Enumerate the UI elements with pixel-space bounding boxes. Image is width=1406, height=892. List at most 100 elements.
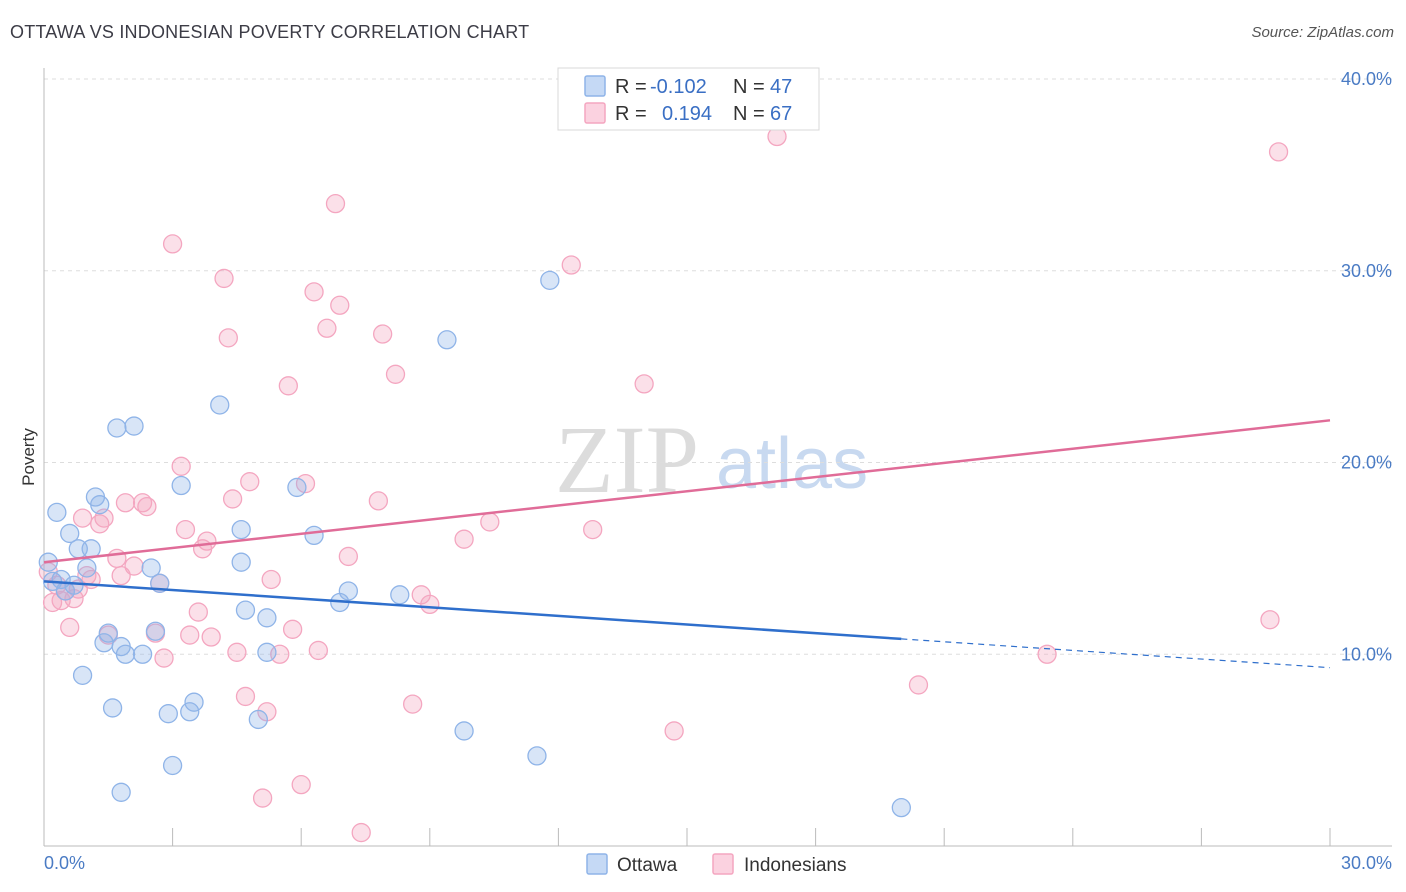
ottawa-point-35 [257,608,277,628]
indonesians-point-36 [240,472,260,492]
y-axis-label: Poverty [19,428,38,486]
ottawa-point-16 [107,418,127,438]
indonesians-point-25 [175,519,196,540]
ottawa-point-14 [98,623,118,643]
indonesians-point-31 [214,268,234,289]
ottawa-point-32 [231,519,251,540]
indonesians-point-57 [420,594,440,615]
legend-n-label-ottawa: N = [733,76,765,98]
ottawa-point-43 [454,721,474,741]
indonesians-point-46 [308,640,328,661]
ottawa-point-29 [184,692,204,712]
indonesians-point-34 [227,642,247,662]
legend-swatch-indonesians [584,102,606,124]
y-tick-label-20: 20.0% [1341,453,1392,473]
bottom-legend-label-ottawa: Ottawa [617,855,678,876]
indonesians-point-49 [330,295,350,315]
ottawa-point-15 [102,698,123,718]
chart-title: OTTAWA VS INDONESIAN POVERTY CORRELATION… [10,22,530,42]
indonesians-point-42 [282,619,303,639]
ottawa-point-40 [338,581,359,601]
ottawa-point-9 [77,558,97,578]
indonesians-point-59 [480,512,500,532]
indonesians-point-17 [124,556,144,576]
y-tick-label-40: 40.0% [1341,69,1392,89]
ottawa-point-5 [60,523,80,544]
indonesians-trend-line [43,419,1331,564]
bottom-legend-swatch-ottawa [586,853,608,875]
indonesians-point-14 [107,548,127,569]
ottawa-point-19 [115,644,136,664]
ottawa-point-8 [72,665,93,685]
legend-r-value-ottawa: -0.102 [650,76,707,98]
indonesians-point-33 [222,489,243,509]
ottawa-point-20 [124,416,144,436]
indonesians-point-45 [304,282,324,302]
ottawa-point-25 [158,704,178,724]
ottawa-point-6 [64,575,84,595]
indonesians-point-5 [60,617,80,638]
indonesians-point-65 [908,675,929,695]
legend: R = -0.102 N = 47 R = 0.194 N = 67 [557,67,820,131]
bottom-legend-label-indonesians: Indonesians [744,855,846,876]
x-ticks [172,828,1331,846]
indonesians-point-55 [403,694,423,714]
x-tick-label-min: 0.0% [44,853,85,873]
ottawa-point-42 [437,330,457,350]
scatter-points [38,126,1289,843]
indonesians-point-63 [664,721,684,741]
ottawa-point-46 [891,798,911,818]
indonesians-point-35 [235,686,256,707]
indonesians-point-67 [1260,610,1280,630]
legend-n-label-indonesians: N = [733,103,765,125]
ottawa-point-33 [235,600,256,620]
y-tick-labels: 10.0% 20.0% 30.0% 40.0% [1341,69,1392,664]
ottawa-trend-extension [901,638,1331,669]
y-tick-label-30: 30.0% [1341,261,1392,281]
indonesians-point-8 [72,508,93,528]
indonesians-point-26 [180,625,200,645]
ottawa-point-45 [540,270,560,290]
indonesians-point-68 [1268,142,1289,162]
indonesians-point-30 [201,627,221,647]
indonesians-point-48 [325,193,346,214]
watermark-zip: ZIP [555,406,699,513]
ottawa-point-27 [171,475,191,496]
legend-n-value-ottawa: 47 [770,76,792,98]
indonesians-point-24 [171,456,191,476]
legend-n-value-indonesians: 67 [770,103,792,125]
indonesians-point-23 [162,234,183,254]
indonesians-point-60 [561,255,581,275]
indonesians-point-66 [1037,644,1057,664]
ottawa-point-17 [111,782,131,802]
indonesians-point-41 [278,376,298,396]
legend-r-label-ottawa: R = [615,76,647,98]
ottawa-point-41 [390,585,410,605]
bottom-legend-swatch-indonesians [712,853,734,875]
indonesians-point-61 [583,519,603,540]
ottawa-point-30 [210,395,230,415]
ottawa-point-2 [47,502,67,523]
legend-r-value-indonesians: 0.194 [662,103,712,125]
indonesians-point-29 [197,531,217,551]
ottawa-point-12 [90,495,110,515]
ottawa-point-31 [231,552,251,572]
ottawa-trend-line [43,580,902,641]
trend-lines [43,419,1331,669]
indonesians-point-39 [261,569,281,590]
indonesians-point-22 [154,648,174,668]
ottawa-point-21 [132,644,153,664]
legend-swatch-ottawa [584,75,606,97]
ottawa-point-22 [141,558,161,578]
indonesians-point-58 [454,529,474,549]
watermark-atlas: atlas [716,424,868,504]
y-tick-label-10: 10.0% [1341,644,1392,664]
legend-r-label-indonesians: R = [615,103,647,125]
indonesians-point-62 [634,374,654,394]
indonesians-point-32 [218,328,238,348]
source-label: Source: ZipAtlas.com [1251,24,1394,41]
ottawa-point-38 [304,525,324,546]
indonesians-point-37 [252,788,273,808]
ottawa-point-36 [257,642,277,662]
